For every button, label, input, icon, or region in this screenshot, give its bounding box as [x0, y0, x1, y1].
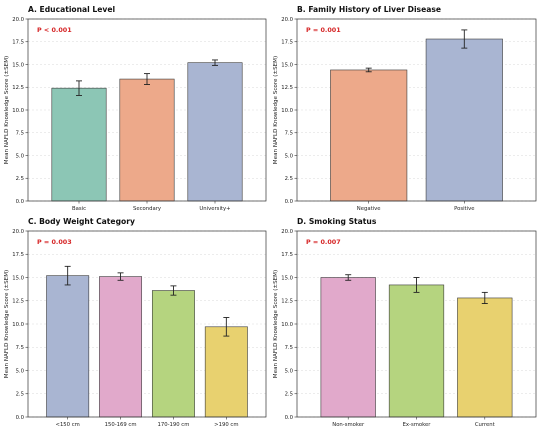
panel-d-ytick-label: 0.0: [285, 415, 294, 421]
panel-c-ytick-label: 7.5: [16, 345, 24, 351]
panel-a-xtick-label: Secondary: [133, 206, 161, 212]
panel-c-p-value: P = 0.003: [37, 238, 72, 246]
panel-a-xtick-label: Basic: [72, 206, 86, 212]
panel-b-p-value: P = 0.001: [306, 26, 341, 34]
panel-a-ytick-label: 7.5: [16, 131, 24, 137]
panel-d-bar: [457, 297, 513, 418]
panel-a-ytick-label: 0.0: [16, 199, 25, 205]
panel-b-title: B. Family History of Liver Disease: [297, 5, 441, 14]
panel-c-ytick-label: 10.0: [12, 322, 24, 328]
panel-a-xtick-label: University+: [199, 206, 230, 212]
panel-c-ytick-label: 2.5: [16, 392, 24, 398]
panel-b-ytick-label: 17.5: [281, 40, 293, 46]
panel-c-bar: [204, 326, 248, 418]
panel-c-xtick-label: <150 cm: [56, 422, 80, 428]
panel-a-ytick-label: 17.5: [12, 40, 24, 46]
panel-c-ytick-label: 0.0: [16, 415, 25, 421]
panel-a-ytick-label: 2.5: [16, 176, 24, 182]
panel-d-axes-frame: [296, 230, 537, 418]
panel-b-axes-frame: [296, 18, 537, 202]
panel-a-bar: [51, 87, 107, 202]
panel-b-bar: [330, 69, 408, 202]
panel-b-ytick-label: 12.5: [281, 85, 293, 91]
panel-c-axes-frame: [27, 230, 267, 418]
panel-b-bar: [425, 38, 503, 202]
panel-a-ytick-label: 10.0: [12, 108, 24, 114]
panel-c-bar: [99, 276, 143, 418]
panel-a-title: A. Educational Level: [28, 5, 115, 14]
panel-b-xtick-label: Positive: [454, 206, 474, 212]
panel-a-bar: [119, 78, 175, 202]
panel-a-ytick-label: 12.5: [12, 85, 24, 91]
panel-d-p-value: P = 0.007: [306, 238, 341, 246]
panel-d-xtick-label: Ex-smoker: [403, 422, 432, 428]
panel-d-bar: [388, 284, 445, 418]
panel-b-ylabel: Mean NAFLD Knowledge Score (±SEM): [273, 56, 279, 164]
panel-c-xtick-label: 150-169 cm: [105, 422, 137, 428]
panel-a-axes-frame: [27, 18, 267, 202]
panel-c-title: C. Body Weight Category: [28, 217, 135, 226]
panel-c-ytick-label: 5.0: [16, 368, 25, 374]
panel-c-ytick-label: 12.5: [12, 299, 24, 305]
panel-b-ytick-label: 20.0: [281, 17, 293, 23]
panel-b-ytick-label: 0.0: [285, 199, 294, 205]
panel-d-bar: [320, 277, 376, 418]
panel-d-title: D. Smoking Status: [297, 217, 377, 226]
panel-a-ytick-label: 15.0: [12, 62, 24, 68]
panel-d-ytick-label: 10.0: [281, 322, 293, 328]
panel-c-xtick-label: 170-190 cm: [157, 422, 189, 428]
panel-b-ytick-label: 7.5: [285, 131, 293, 137]
panel-c-ytick-label: 17.5: [12, 252, 24, 258]
panel-d-xtick-label: Non-smoker: [332, 422, 365, 428]
panel-c-bar: [151, 290, 195, 418]
panel-c-ytick-label: 20.0: [12, 229, 24, 235]
panel-b-ytick-label: 15.0: [281, 62, 293, 68]
panel-a-ylabel: Mean NAFLD Knowledge Score (±SEM): [4, 56, 10, 164]
panel-d-ytick-label: 5.0: [285, 368, 294, 374]
panel-a-ytick-label: 20.0: [12, 17, 24, 23]
panel-a-p-value: P < 0.001: [37, 26, 72, 34]
panel-d-ytick-label: 12.5: [281, 299, 293, 305]
panel-a-ytick-label: 5.0: [16, 153, 25, 159]
panel-d-ytick-label: 15.0: [281, 275, 293, 281]
panel-c-bar: [46, 275, 90, 418]
panel-a-bar: [187, 62, 243, 202]
panel-d-ylabel: Mean NAFLD Knowledge Score (±SEM): [273, 270, 279, 378]
panel-b-ytick-label: 2.5: [285, 176, 293, 182]
panel-c-ylabel: Mean NAFLD Knowledge Score (±SEM): [4, 270, 10, 378]
panel-d-ytick-label: 7.5: [285, 345, 293, 351]
panel-d-xtick-label: Current: [475, 422, 495, 428]
panel-b-xtick-label: Negative: [357, 206, 381, 212]
panel-b-ytick-label: 5.0: [285, 153, 294, 159]
panel-d-ytick-label: 17.5: [281, 252, 293, 258]
panel-d-ytick-label: 20.0: [281, 229, 293, 235]
panel-c-xtick-label: >190 cm: [214, 422, 238, 428]
panel-d-ytick-label: 2.5: [285, 392, 293, 398]
panel-b-ytick-label: 10.0: [281, 108, 293, 114]
panel-c-ytick-label: 15.0: [12, 275, 24, 281]
